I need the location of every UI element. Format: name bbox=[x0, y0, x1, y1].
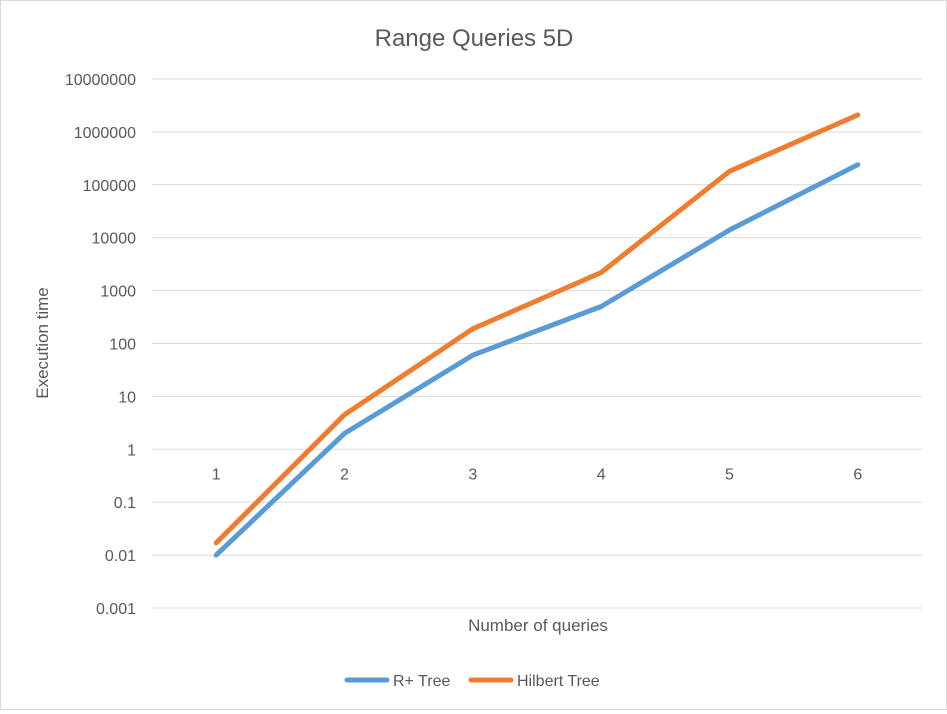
x-tick-label: 2 bbox=[340, 466, 349, 483]
series-lines bbox=[213, 112, 861, 558]
x-tick-label: 3 bbox=[468, 466, 477, 483]
legend-label: R+ Tree bbox=[393, 673, 450, 690]
chart-title: Range Queries 5D bbox=[375, 25, 574, 52]
y-tick-label: 10 bbox=[118, 389, 136, 406]
y-tick-label: 0.001 bbox=[96, 601, 136, 618]
x-tick-label: 5 bbox=[725, 466, 734, 483]
x-axis-label: Number of queries bbox=[468, 616, 608, 635]
y-tick-label: 1 bbox=[127, 442, 136, 459]
legend: R+ Tree Hilbert Tree bbox=[344, 673, 600, 690]
x-tick-labels: 1 2 3 4 5 6 bbox=[212, 466, 863, 483]
y-tick-label: 10000000 bbox=[65, 72, 136, 89]
y-tick-label: 1000000 bbox=[74, 125, 136, 142]
x-tick-label: 1 bbox=[212, 466, 221, 483]
y-tick-label: 100000 bbox=[83, 178, 136, 195]
y-tick-labels: 0.001 0.01 0.1 1 10 100 1000 10000 100000 1000000… bbox=[65, 72, 136, 618]
y-tick-label: 0.1 bbox=[114, 495, 136, 512]
series-line-0 bbox=[213, 162, 861, 558]
y-tick-label: 0.01 bbox=[105, 548, 136, 565]
y-tick-label: 10000 bbox=[92, 231, 137, 248]
legend-label: Hilbert Tree bbox=[517, 673, 600, 690]
y-tick-label: 1000 bbox=[100, 284, 136, 301]
series-line-1 bbox=[213, 112, 861, 546]
y-tick-label: 100 bbox=[109, 337, 136, 354]
y-axis-label: Execution time bbox=[33, 287, 52, 399]
gridlines bbox=[152, 78, 922, 609]
x-tick-label: 4 bbox=[597, 466, 606, 483]
x-tick-label: 6 bbox=[853, 466, 862, 483]
